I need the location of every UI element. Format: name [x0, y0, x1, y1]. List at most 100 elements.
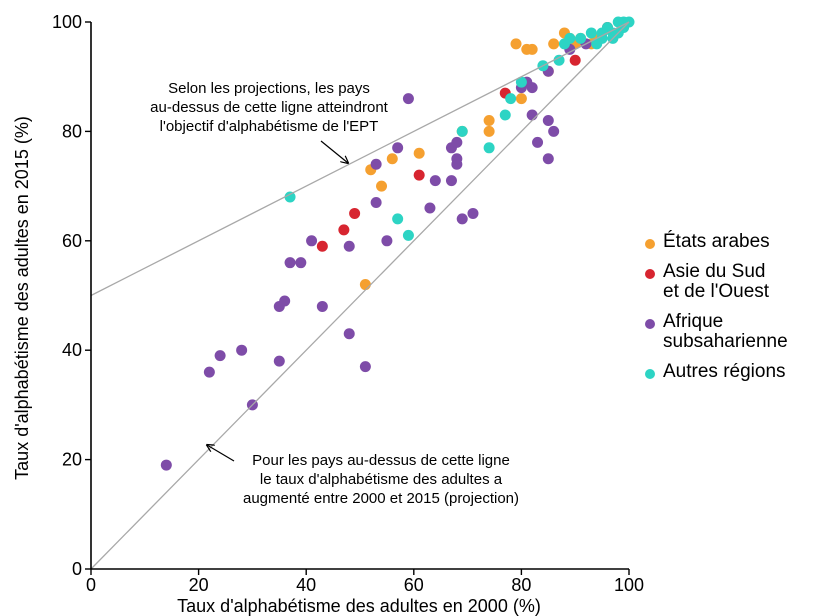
axes [90, 21, 630, 570]
data-point-series-0 [386, 153, 398, 165]
legend-swatch [645, 269, 655, 279]
data-point-series-2 [370, 158, 382, 170]
data-point-series-2 [526, 82, 538, 94]
data-point-series-2 [273, 355, 285, 367]
legend-label-asie-sud-ouest: Asie du Sud et de l'Ouest [663, 261, 770, 302]
data-point-series-2 [526, 109, 538, 121]
data-point-series-3 [564, 32, 576, 44]
data-point-series-3 [284, 191, 296, 203]
data-point-series-1 [413, 169, 425, 181]
data-point-series-1 [338, 224, 350, 236]
data-point-series-0 [526, 43, 538, 55]
data-point-series-2 [381, 235, 393, 247]
data-point-series-2 [343, 240, 355, 252]
annotation-diag-line: le taux d'alphabétisme des adultes a [260, 471, 503, 488]
y-tick-label: 60 [62, 231, 82, 251]
data-point-series-2 [548, 125, 560, 137]
legend: États arabes Asie du Sud et de l'Ouest A… [645, 232, 825, 392]
data-point-series-3 [456, 125, 468, 137]
data-point-series-3 [483, 142, 495, 154]
data-point-series-2 [316, 300, 328, 312]
data-point-series-2 [451, 158, 463, 170]
legend-item: Autres régions [645, 362, 825, 382]
legend-label-etats-arabes: États arabes [663, 231, 770, 252]
data-point-series-2 [284, 257, 296, 269]
reference-line-efa [90, 21, 630, 297]
annotation-efa-line: au-dessus de cette ligne atteindront [150, 99, 388, 116]
data-point-series-2 [279, 295, 291, 307]
data-point-series-3 [392, 213, 404, 225]
x-tick-label: 60 [404, 575, 424, 595]
data-point-series-3 [575, 32, 587, 44]
data-point-series-2 [429, 175, 441, 187]
data-point-series-2 [343, 328, 355, 340]
x-tick-label: 100 [614, 575, 644, 595]
x-tick-label: 20 [189, 575, 209, 595]
y-tick-label: 80 [62, 121, 82, 141]
data-point-series-3 [553, 54, 565, 66]
y-axis-label: Taux d'alphabétisme des adultes en 2015 … [12, 116, 32, 480]
data-point-series-2 [359, 361, 371, 373]
data-point-series-1 [316, 240, 328, 252]
data-point-series-0 [548, 38, 560, 50]
legend-swatch [645, 369, 655, 379]
data-point-series-2 [203, 366, 215, 378]
legend-swatch [645, 239, 655, 249]
data-point-series-2 [532, 136, 544, 148]
data-point-series-0 [483, 114, 495, 126]
x-tick-label: 40 [296, 575, 316, 595]
data-point-series-2 [236, 344, 248, 356]
x-tick-label: 80 [511, 575, 531, 595]
data-point-series-2 [214, 350, 226, 362]
y-tick-label: 0 [72, 559, 82, 579]
data-point-series-3 [499, 109, 511, 121]
annotation-arrow-efa [320, 140, 348, 163]
data-point-series-0 [515, 93, 527, 105]
annotation-efa-line: l'objectif d'alphabétisme de l'EPT [160, 118, 379, 135]
data-point-series-3 [515, 76, 527, 88]
legend-label-autres-regions: Autres régions [663, 361, 786, 382]
data-point-series-0 [376, 180, 388, 192]
data-point-series-0 [510, 38, 522, 50]
annotation-diag-line: augmenté entre 2000 et 2015 (projection) [243, 490, 519, 507]
data-point-series-0 [359, 279, 371, 291]
data-point-series-2 [306, 235, 318, 247]
data-point-series-0 [413, 147, 425, 159]
data-point-series-2 [402, 93, 414, 105]
data-point-series-2 [467, 207, 479, 219]
data-point-series-2 [370, 197, 382, 209]
legend-item: Afrique subsaharienne [645, 312, 825, 352]
legend-item: États arabes [645, 232, 825, 252]
data-point-series-2 [542, 153, 554, 165]
y-tick-label: 20 [62, 450, 82, 470]
annotation-efa-line: Selon les projections, les pays [168, 80, 370, 97]
data-point-series-3 [585, 27, 597, 39]
data-point-series-2 [542, 114, 554, 126]
data-point-series-1 [349, 207, 361, 219]
legend-swatch [645, 319, 655, 329]
y-tick-label: 40 [62, 340, 82, 360]
data-point-series-3 [505, 93, 517, 105]
data-point-series-2 [456, 213, 468, 225]
data-point-series-2 [451, 136, 463, 148]
data-point-series-3 [402, 229, 414, 241]
data-point-series-2 [424, 202, 436, 214]
tick-labels: 0 20 40 60 80 100 0 20 40 60 80 100 [52, 12, 644, 595]
annotation-arrow-diag [207, 445, 235, 462]
legend-item: Asie du Sud et de l'Ouest [645, 262, 825, 302]
annotations: Selon les projections, les pays au-dessus… [150, 80, 519, 507]
annotation-diag-line: Pour les pays au-dessus de cette ligne [252, 452, 510, 469]
data-point-series-2 [445, 175, 457, 187]
legend-label-afrique-subsaharienne: Afrique subsaharienne [663, 311, 788, 352]
data-point-series-2 [160, 459, 172, 471]
data-point-series-2 [392, 142, 404, 154]
data-point-series-1 [569, 54, 581, 66]
data-point-series-2 [295, 257, 307, 269]
y-tick-label: 100 [52, 12, 82, 32]
data-point-series-0 [483, 125, 495, 137]
data-point-series-3 [596, 32, 608, 44]
reference-line-diag [90, 21, 630, 570]
x-axis-label: Taux d'alphabétisme des adultes en 2000 … [177, 596, 541, 616]
x-tick-label: 0 [86, 575, 96, 595]
